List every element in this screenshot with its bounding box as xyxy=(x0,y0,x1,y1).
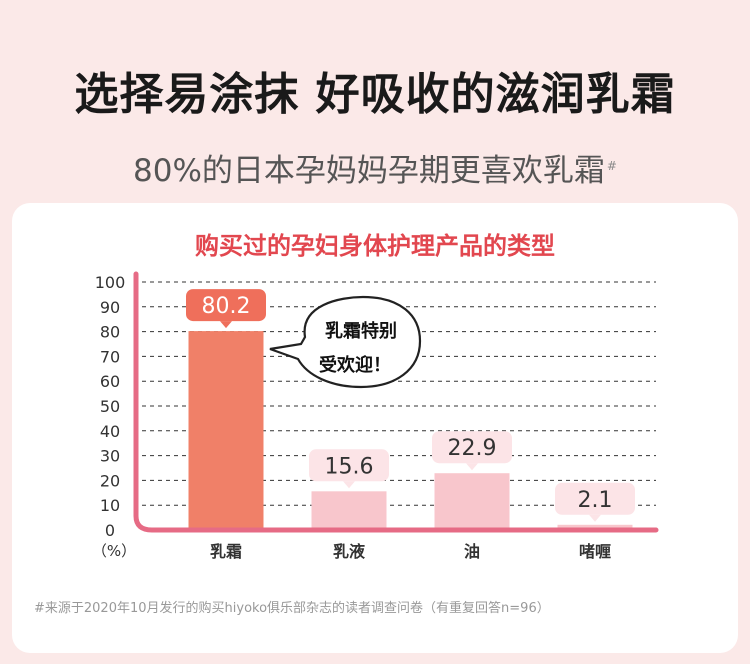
subtitle-text: 80%的日本孕妈妈孕期更喜欢乳霜 xyxy=(133,153,605,189)
y-tick-label: 20 xyxy=(100,471,120,490)
y-tick-labels: 0 10 20 30 40 50 60 70 80 90 100 xyxy=(95,273,126,540)
callout-bubble: 乳霜特别 受欢迎！ xyxy=(269,295,422,389)
x-tick-label: 油 xyxy=(464,542,480,561)
value-label: 22.9 xyxy=(432,431,512,471)
chart-card xyxy=(12,203,738,653)
value-label-pointer xyxy=(343,481,355,489)
y-tick-label: 10 xyxy=(100,496,120,515)
bar-油 xyxy=(434,473,510,530)
y-tick-label: 50 xyxy=(100,397,120,416)
y-tick-label: 90 xyxy=(100,298,120,317)
bar-啫喱 xyxy=(557,524,633,530)
value-label-bg xyxy=(186,289,266,322)
x-tick-label: 啫喱 xyxy=(579,542,611,561)
value-label-text: 2.1 xyxy=(578,488,613,513)
y-tick-label: 80 xyxy=(100,323,120,342)
callout-shape xyxy=(269,295,422,389)
subtitle: 80%的日本孕妈妈孕期更喜欢乳霜 # xyxy=(0,145,750,190)
value-label-text: 80.2 xyxy=(202,294,251,319)
chart-title: 购买过的孕妇身体护理产品的类型 xyxy=(195,232,555,260)
value-label-bg xyxy=(555,482,635,515)
value-label-text: 22.9 xyxy=(448,436,497,461)
bar-乳液 xyxy=(311,491,387,530)
value-label: 80.2 xyxy=(186,289,266,329)
subtitle-footnote-mark: # xyxy=(606,158,617,173)
y-tick-label: 30 xyxy=(100,447,120,466)
value-label-pointer xyxy=(466,463,478,471)
value-label-pointer xyxy=(589,514,601,522)
value-label-bg xyxy=(432,431,512,464)
value-label: 2.1 xyxy=(555,482,635,522)
bar-乳霜 xyxy=(188,331,264,530)
headline: 选择易涂抹 好吸收的滋润乳霜 xyxy=(74,69,676,120)
callout-line-2: 受欢迎！ xyxy=(319,354,391,376)
bars xyxy=(188,331,633,530)
value-label: 15.6 xyxy=(309,449,389,489)
y-tick-label: 60 xyxy=(100,372,120,391)
footnote: #来源于2020年10月发行的购买hiyoko俱乐部杂志的读者调查问卷（有重复回… xyxy=(34,601,550,616)
x-tick-labels: 乳霜 乳液 油 啫喱 xyxy=(210,542,611,561)
y-tick-label: 70 xyxy=(100,347,120,366)
y-axis-label: （%） xyxy=(92,542,136,560)
y-tick-label: 40 xyxy=(100,422,120,441)
value-label-bg xyxy=(309,449,389,482)
y-tick-label: 0 xyxy=(105,521,115,540)
value-labels: 80.2 15.6 22.9 2.1 xyxy=(186,289,635,522)
x-tick-label: 乳液 xyxy=(333,542,366,561)
value-label-text: 15.6 xyxy=(325,454,374,479)
value-label-pointer xyxy=(220,321,232,329)
chart-axis xyxy=(133,271,659,533)
callout-line-1: 乳霜特别 xyxy=(325,320,397,342)
x-tick-label: 乳霜 xyxy=(210,542,242,561)
y-tick-label: 100 xyxy=(95,273,126,292)
